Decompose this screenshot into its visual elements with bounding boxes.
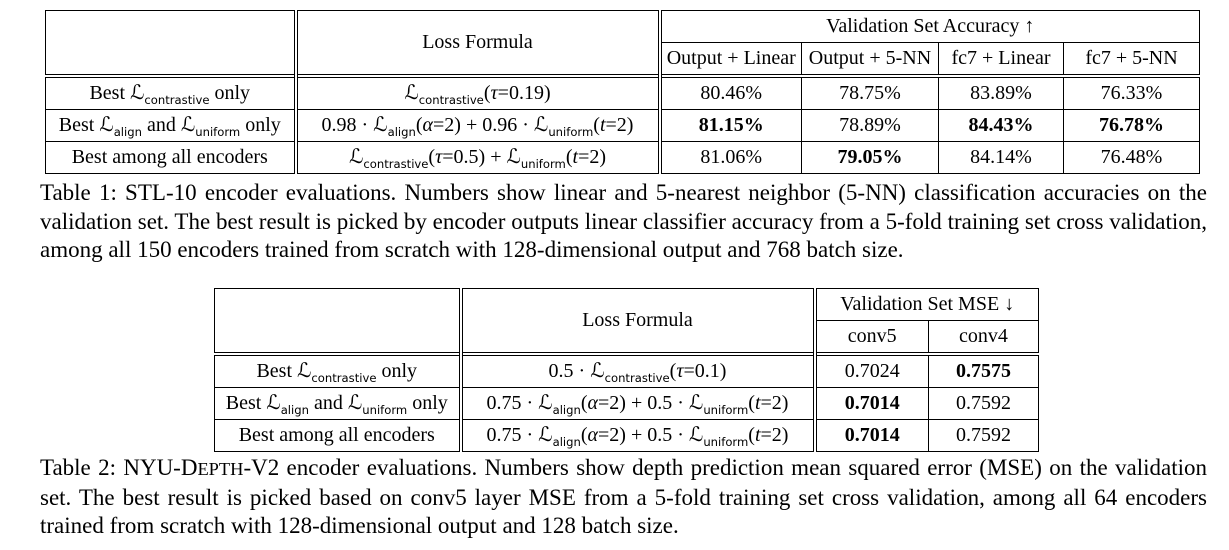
column-header-fc7-5nn: fc7 + 5-NN [1063,42,1200,77]
table2-caption: Table 2: NYU-DEPTH-V2 encoder evaluation… [40,455,1207,538]
accuracy-cell: 84.43% [938,109,1064,142]
accuracy-cell: 76.78% [1063,109,1200,142]
accuracy-cell: 81.06% [659,141,802,174]
corner-cell [45,10,298,77]
row-label: Best among all encoders [45,141,298,174]
table-row: Best ℒcontrastive only 0.5 · ℒcontrastiv… [214,352,1039,388]
loss-formula-cell: ℒcontrastive(τ=0.5) + ℒuniform(t=2) [295,141,662,174]
accuracy-cell: 80.46% [659,74,802,110]
table-subheader-row: Output + Linear Output + 5-NN fc7 + Line… [46,42,1200,77]
corner-cell [214,288,463,355]
loss-formula-cell: 0.75 · ℒalign(α=2) + 0.5 · ℒuniform(t=2) [460,387,817,420]
accuracy-cell: 84.14% [938,141,1064,174]
accuracy-group-label: Validation Set Accuracy [826,15,1020,37]
table-subheader-row: conv5 conv4 [215,320,1039,355]
down-arrow-icon: ↓ [1004,293,1015,315]
mse-cell: 0.7575 [928,352,1039,388]
mse-cell: 0.7024 [814,352,929,388]
mse-group-header: Validation Set MSE ↓ [814,288,1039,321]
column-header-output-linear: Output + Linear [659,42,802,77]
accuracy-group-header: Validation Set Accuracy ↑ [659,10,1200,43]
table-header-row: Loss Formula Validation Set MSE ↓ [214,288,1039,355]
accuracy-cell: 81.15% [659,109,802,142]
loss-formula-cell: 0.98 · ℒalign(α=2) + 0.96 · ℒuniform(t=2… [295,109,662,142]
mse-cell: 0.7014 [814,387,929,420]
row-label: Best ℒcontrastive only [214,352,463,388]
accuracy-cell: 78.89% [801,109,939,142]
table1-caption: Table 1: STL-10 encoder evaluations. Num… [40,180,1207,262]
accuracy-cell: 83.89% [938,74,1064,110]
mse-group-label: Validation Set MSE [840,293,1000,315]
mse-cell: 0.7592 [928,419,1039,452]
table-row: Best among all encoders 0.75 · ℒalign(α=… [214,419,1039,452]
table-row: Best ℒcontrastive only ℒcontrastive(τ=0.… [45,74,1200,110]
row-label: Best among all encoders [214,419,463,452]
loss-formula-cell: ℒcontrastive(τ=0.19) [295,74,662,110]
column-header-fc7-linear: fc7 + Linear [938,42,1064,77]
table-row: Best ℒalign and ℒuniform only 0.98 · ℒal… [45,109,1200,142]
accuracy-cell: 79.05% [801,141,939,174]
row-label: Best ℒalign and ℒuniform only [214,387,463,420]
stl10-results-table: Loss Formula Validation Set Accuracy ↑ O… [45,10,1200,174]
accuracy-cell: 76.48% [1063,141,1200,174]
nyu-depth-results-table: Loss Formula Validation Set MSE ↓ conv5 … [214,288,1039,452]
loss-formula-cell: 0.5 · ℒcontrastive(τ=0.1) [460,352,817,388]
up-arrow-icon: ↑ [1024,15,1035,37]
mse-cell: 0.7592 [928,387,1039,420]
accuracy-cell: 78.75% [801,74,939,110]
loss-formula-cell: 0.75 · ℒalign(α=2) + 0.5 · ℒuniform(t=2) [460,419,817,452]
table-row: Best ℒalign and ℒuniform only 0.75 · ℒal… [214,387,1039,420]
column-header-conv5: conv5 [814,320,929,355]
mse-cell: 0.7014 [814,419,929,452]
row-label: Best ℒalign and ℒuniform only [45,109,298,142]
table-header-row: Loss Formula Validation Set Accuracy ↑ [45,10,1200,77]
column-header-output-5nn: Output + 5-NN [801,42,939,77]
loss-formula-header: Loss Formula [295,10,662,77]
loss-formula-header: Loss Formula [460,288,817,355]
column-header-conv4: conv4 [928,320,1039,355]
table-row: Best among all encoders ℒcontrastive(τ=0… [45,141,1200,174]
row-label: Best ℒcontrastive only [45,74,298,110]
accuracy-cell: 76.33% [1063,74,1200,110]
